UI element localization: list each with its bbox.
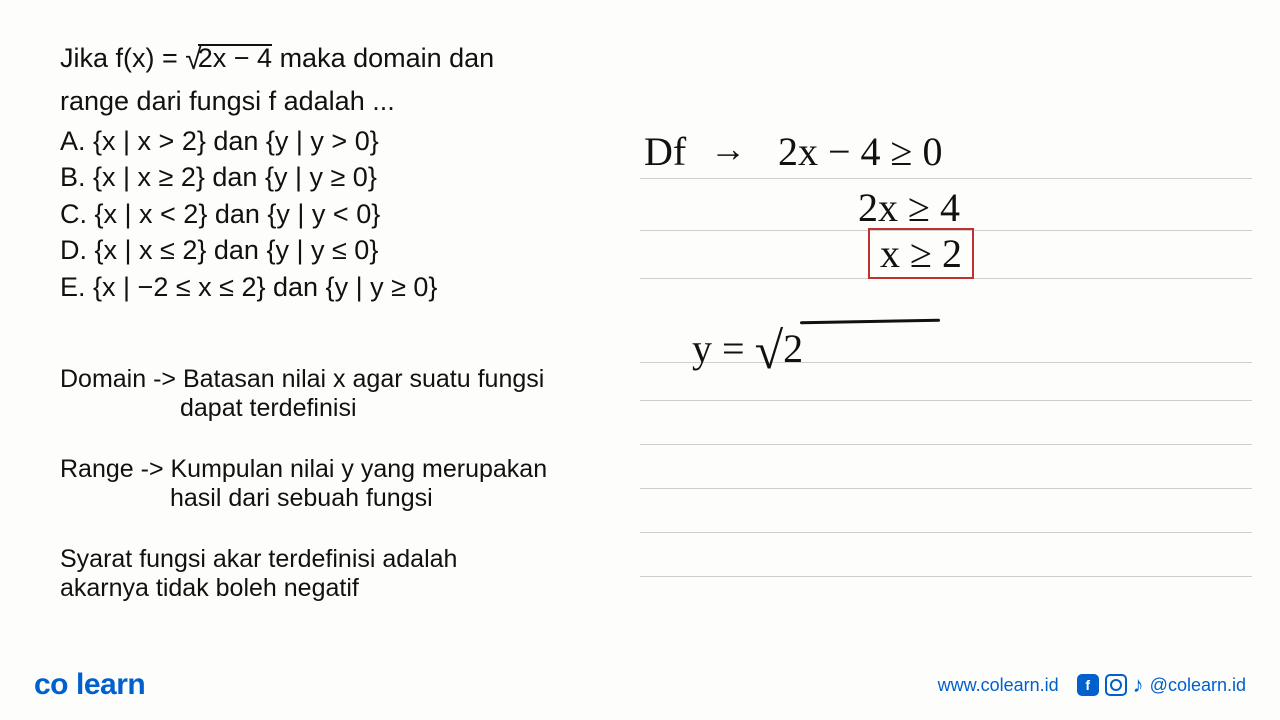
question-text-pre: Jika f(x) = — [60, 43, 185, 73]
work-answer-boxed: x ≥ 2 — [868, 228, 974, 279]
work-sqrt-inner: 2 — [783, 326, 803, 371]
option-c: C. {x | x < 2} dan {y | y < 0} — [60, 196, 600, 232]
work-df-label: Df — [644, 128, 686, 175]
work-y-label: y = — [692, 326, 755, 371]
syarat-note-line1: Syarat fungsi akar terdefinisi adalah — [60, 545, 457, 573]
sqrt-inner: 2x − 4 — [198, 44, 272, 70]
explanations: Domain -> Batasan nilai x agar suatu fun… — [60, 365, 600, 603]
option-d: D. {x | x ≤ 2} dan {y | y ≤ 0} — [60, 232, 600, 268]
logo-part-2: learn — [76, 668, 145, 701]
footer-url: www.colearn.id — [938, 675, 1059, 696]
options-list: A. {x | x > 2} dan {y | y > 0} B. {x | x… — [60, 123, 600, 305]
work-inequality-2: 2x ≥ 4 — [858, 184, 960, 231]
domain-note: Domain -> Batasan nilai x agar suatu fun… — [60, 365, 600, 423]
logo-part-1: co — [34, 668, 68, 701]
range-note-line1: Range -> Kumpulan nilai y yang merupakan — [60, 455, 547, 483]
ruled-line — [640, 178, 1252, 179]
footer-right: www.colearn.id f ♪ @colearn.id — [938, 672, 1246, 698]
range-note-line2: hasil dari sebuah fungsi — [60, 484, 600, 513]
work-inequality-1: 2x − 4 ≥ 0 — [778, 128, 943, 175]
footer: colearn www.colearn.id f ♪ @colearn.id — [0, 668, 1280, 702]
footer-handle: @colearn.id — [1150, 675, 1246, 696]
instagram-icon — [1105, 674, 1127, 696]
ruled-line — [640, 576, 1252, 577]
question-text-post: maka domain dan — [272, 43, 494, 73]
facebook-icon: f — [1077, 674, 1099, 696]
ruled-line — [640, 444, 1252, 445]
domain-note-line2: dapat terdefinisi — [60, 394, 600, 423]
tiktok-icon: ♪ — [1133, 672, 1144, 698]
sqrt-expression: √2x − 4 — [185, 40, 272, 81]
option-a: A. {x | x > 2} dan {y | y > 0} — [60, 123, 600, 159]
ruled-line — [640, 400, 1252, 401]
question-line-2: range dari fungsi f adalah ... — [60, 83, 600, 119]
syarat-note-line2: akarnya tidak boleh negatif — [60, 574, 359, 602]
social-icons: f ♪ @colearn.id — [1077, 672, 1246, 698]
domain-note-line1: Domain -> Batasan nilai x agar suatu fun… — [60, 365, 544, 393]
ruled-line — [640, 488, 1252, 489]
option-e: E. {x | −2 ≤ x ≤ 2} dan {y | y ≥ 0} — [60, 269, 600, 305]
work-y-equals: y = √2 — [692, 322, 803, 381]
option-b: B. {x | x ≥ 2} dan {y | y ≥ 0} — [60, 159, 600, 195]
work-radical-icon: √ — [755, 323, 784, 380]
question-line-1: Jika f(x) = √2x − 4 maka domain dan — [60, 40, 600, 81]
arrow-icon: → — [710, 128, 746, 170]
work-sqrt-overline — [800, 319, 940, 324]
range-note: Range -> Kumpulan nilai y yang merupakan… — [60, 455, 600, 513]
syarat-note: Syarat fungsi akar terdefinisi adalah ak… — [60, 545, 600, 603]
left-column: Jika f(x) = √2x − 4 maka domain dan rang… — [60, 40, 600, 635]
ruled-line — [640, 532, 1252, 533]
logo: colearn — [34, 668, 145, 702]
